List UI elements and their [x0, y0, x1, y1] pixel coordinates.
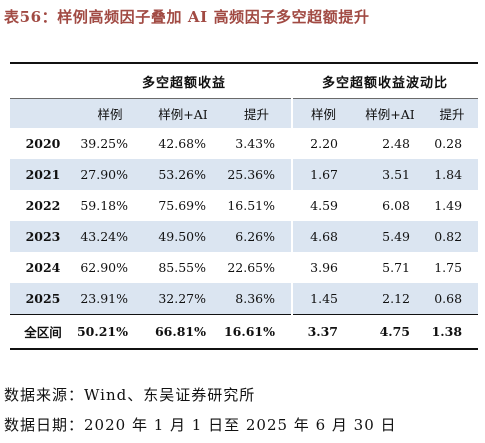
table-row: 2022 59.18% 75.69% 16.51% 4.59 6.08 1.49 [10, 190, 478, 221]
value-cell: 4.68 [291, 221, 355, 252]
year-cell: 2020 [25, 136, 61, 151]
table-row: 2023 43.24% 49.50% 6.26% 4.68 5.49 0.82 [10, 221, 479, 252]
value-cell: 1.75 [434, 260, 463, 275]
subheader-sample-ai: 样例+AI [354, 98, 427, 128]
table-row: 2025 23.91% 32.27% 8.36% 1.45 2.12 0.68 [10, 283, 479, 315]
data-source-note: 数据来源：Wind、东吴证券研究所 [4, 386, 256, 404]
value-cell: 2.12 [354, 283, 427, 315]
value-cell: 0.82 [426, 221, 479, 252]
value-cell: 6.08 [382, 198, 411, 213]
value-cell: 85.55% [158, 260, 206, 275]
group-header-excess-return: 多空超额收益 [76, 62, 293, 99]
value-cell: 2.20 [291, 128, 355, 159]
value-cell: 1.45 [291, 283, 355, 315]
table-caption: 表56：样例高频因子叠加 AI 高频因子多空超额提升 [4, 8, 370, 26]
value-cell: 75.69% [158, 198, 206, 213]
total-value-cell: 4.75 [354, 314, 427, 350]
value-cell: 16.51% [227, 198, 276, 213]
value-cell: 22.65% [227, 260, 276, 275]
value-cell: 62.90% [80, 260, 128, 275]
total-value-cell: 66.81% [144, 314, 222, 350]
value-cell: 25.36% [222, 159, 293, 190]
subheader-lift: 提升 [222, 98, 293, 128]
value-cell: 43.24% [76, 221, 144, 252]
value-cell: 8.36% [222, 283, 293, 315]
subheader-lift: 提升 [426, 98, 479, 128]
value-cell: 53.26% [144, 159, 222, 190]
value-cell: 5.49 [354, 221, 427, 252]
total-value-cell: 1.38 [426, 314, 479, 350]
value-cell: 3.96 [291, 252, 355, 283]
group-header-row: 多空超额收益 多空超额收益波动比 [10, 62, 479, 99]
total-row: 全区间 50.21% 66.81% 16.61% 3.37 4.75 1.38 [10, 314, 479, 350]
value-cell: 2.48 [382, 136, 411, 151]
value-cell: 1.84 [426, 159, 479, 190]
value-cell: 3.43% [235, 136, 276, 151]
year-cell: 2024 [25, 260, 61, 275]
value-cell: 0.28 [434, 136, 463, 151]
value-cell: 27.90% [76, 159, 144, 190]
subheader-blank [10, 98, 76, 128]
total-value-cell: 3.37 [291, 314, 355, 350]
results-table: 多空超额收益 多空超额收益波动比 样例 样例+AI 提升 样例 样例+AI 提升… [10, 62, 479, 350]
corner-cell [10, 62, 76, 99]
subheader-sample-ai: 样例+AI [144, 98, 222, 128]
value-cell: 59.18% [80, 198, 128, 213]
subheader-sample: 样例 [76, 98, 144, 128]
total-value-cell: 16.61% [222, 314, 293, 350]
value-cell: 6.26% [222, 221, 293, 252]
table-row: 2024 62.90% 85.55% 22.65% 3.96 5.71 1.75 [10, 252, 478, 283]
table-row: 2020 39.25% 42.68% 3.43% 2.20 2.48 0.28 [10, 128, 478, 159]
total-value-cell: 50.21% [76, 314, 144, 350]
value-cell: 39.25% [80, 136, 128, 151]
total-label: 全区间 [10, 314, 76, 350]
value-cell: 5.71 [382, 260, 411, 275]
year-cell: 2021 [10, 159, 76, 190]
value-cell: 32.27% [144, 283, 222, 315]
year-cell: 2023 [10, 221, 76, 252]
table-row: 2021 27.90% 53.26% 25.36% 1.67 3.51 1.84 [10, 159, 479, 190]
value-cell: 0.68 [426, 283, 479, 315]
value-cell: 42.68% [158, 136, 206, 151]
value-cell: 49.50% [144, 221, 222, 252]
value-cell: 1.67 [291, 159, 355, 190]
group-header-return-volatility-ratio: 多空超额收益波动比 [292, 62, 479, 99]
value-cell: 23.91% [76, 283, 144, 315]
value-cell: 1.49 [434, 198, 463, 213]
subheader-row: 样例 样例+AI 提升 样例 样例+AI 提升 [10, 98, 479, 128]
value-cell: 4.59 [291, 190, 355, 221]
data-date-note: 数据日期：2020 年 1 月 1 日至 2025 年 6 月 30 日 [4, 416, 397, 434]
value-cell: 3.51 [354, 159, 427, 190]
year-cell: 2025 [10, 283, 76, 315]
year-cell: 2022 [25, 198, 61, 213]
subheader-sample: 样例 [291, 98, 355, 128]
